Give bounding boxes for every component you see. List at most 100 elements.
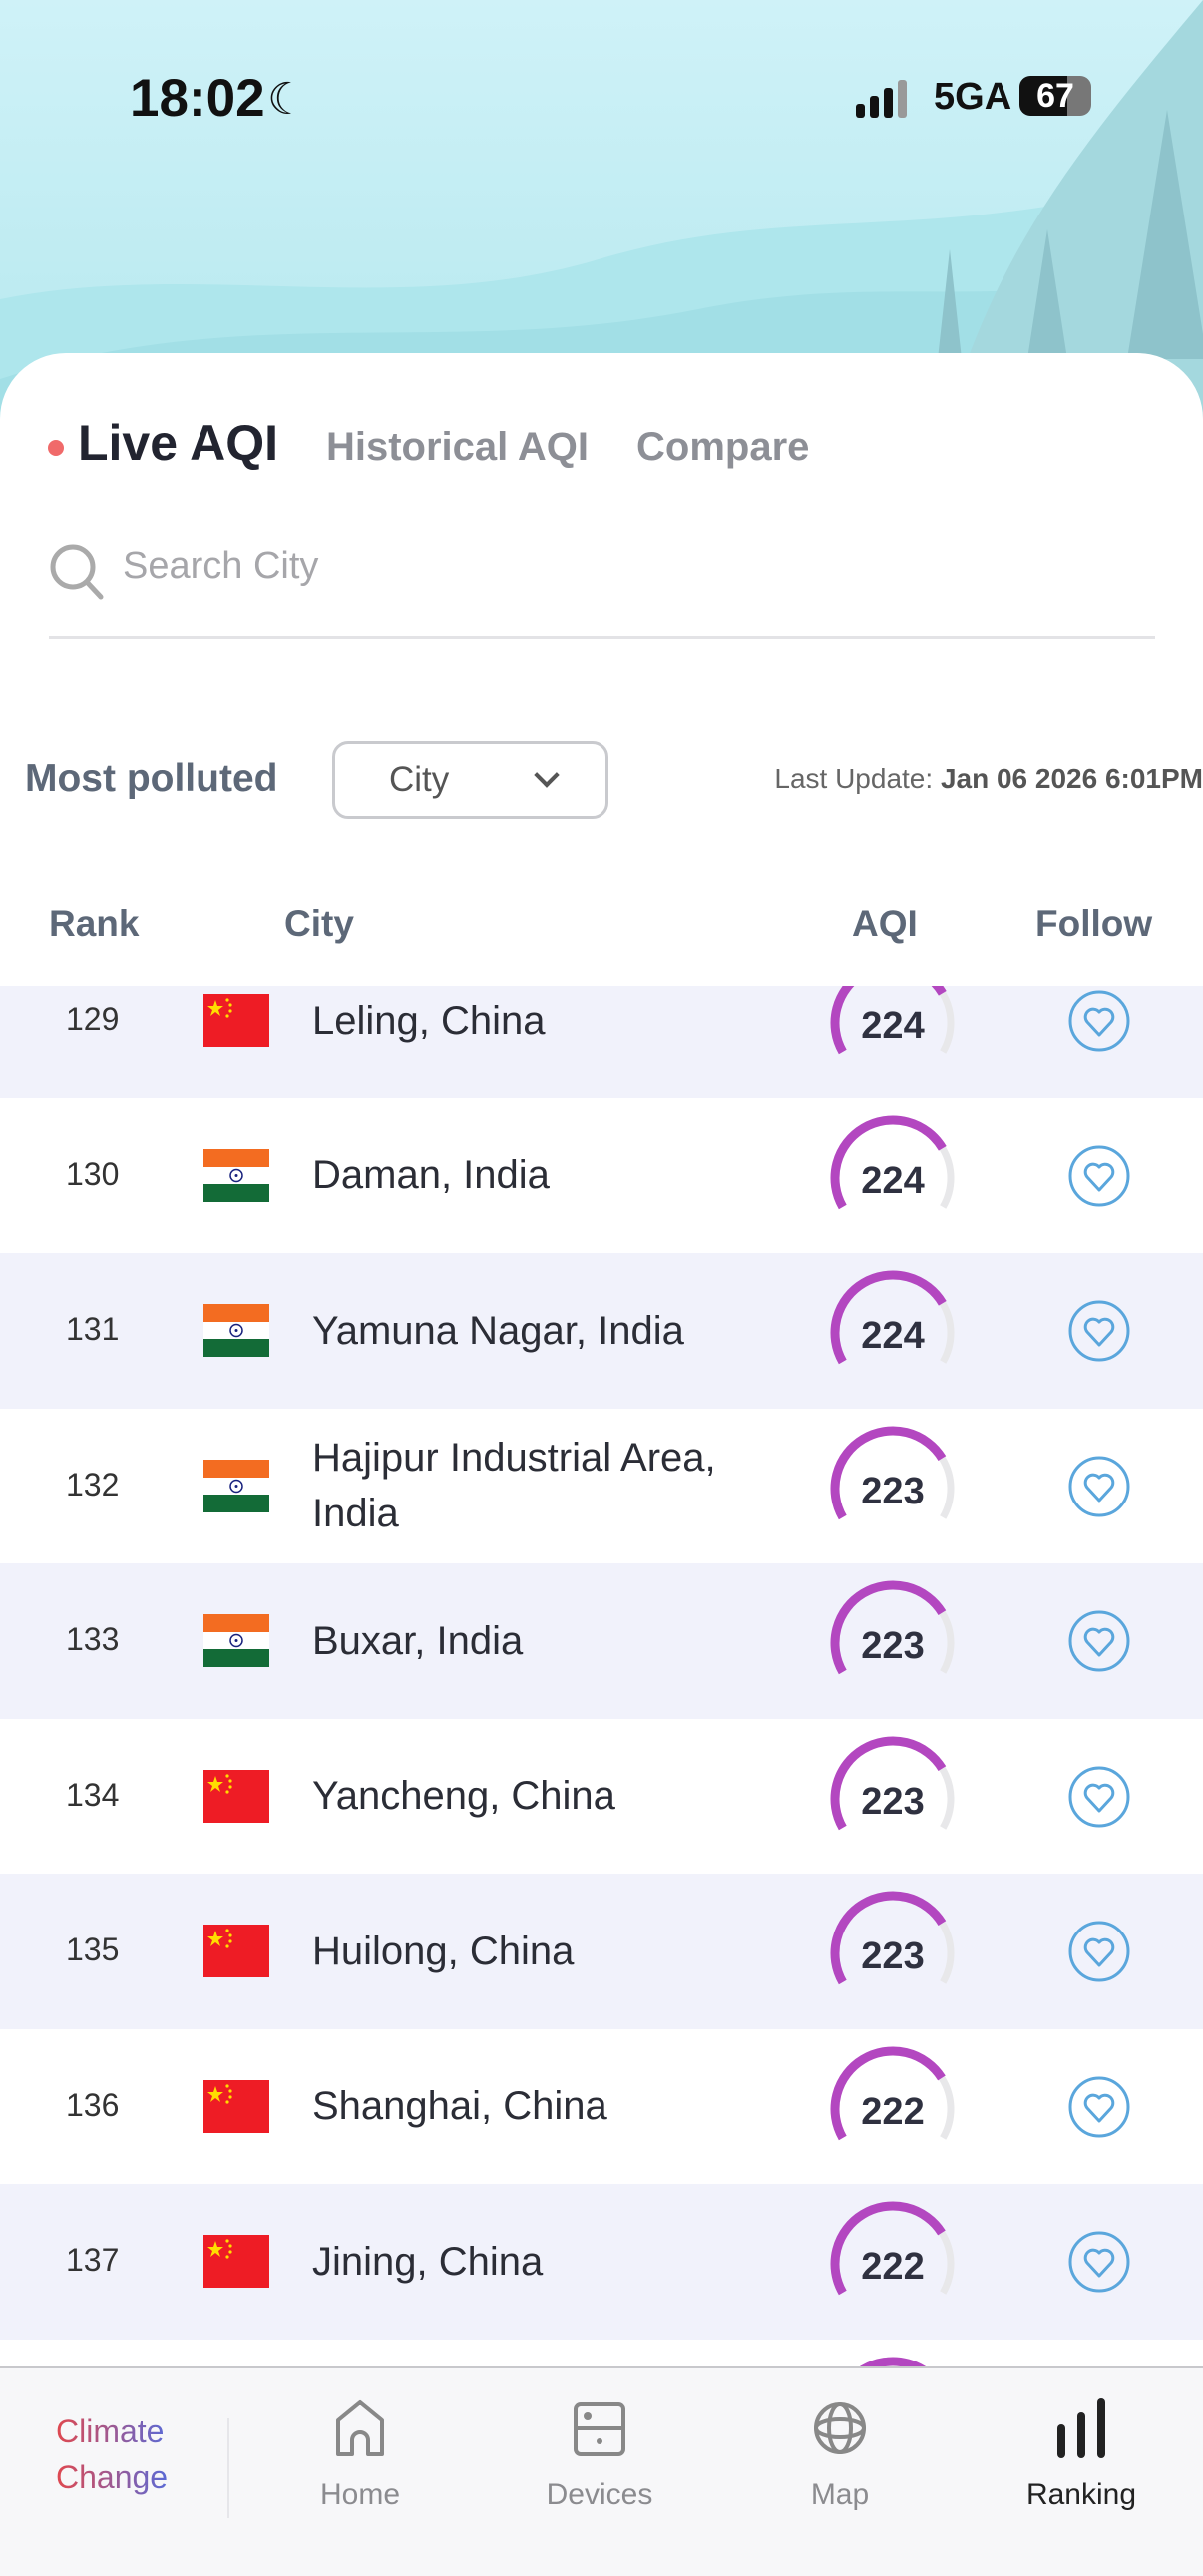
- tab-compare[interactable]: Compare: [636, 425, 810, 469]
- nav-divider: [227, 2418, 229, 2518]
- gauge-fill: [830, 1270, 947, 1365]
- city-name[interactable]: Daman, India: [312, 1153, 550, 1198]
- nav-label: Map: [810, 2478, 870, 2511]
- heart-icon[interactable]: [1067, 1609, 1131, 1673]
- aqi-gauge: [859, 2357, 927, 2366]
- rank-value: 131: [66, 1311, 120, 1347]
- aqi-value: 223: [861, 1935, 925, 1977]
- gauge-track: [939, 1301, 955, 1364]
- gauge-fill: [830, 1580, 947, 1675]
- aqi-value: 223: [861, 1625, 925, 1667]
- nav-home[interactable]: Home: [260, 2398, 460, 2512]
- table-row[interactable]: 137 Jining, China 222: [0, 2184, 1203, 2340]
- rank-value: 135: [66, 1932, 120, 1967]
- aqi-gauge: [830, 986, 955, 1055]
- rank-value: 130: [66, 1155, 120, 1192]
- table-row[interactable]: 134 Yancheng, China 223: [0, 1719, 1203, 1875]
- network-type: 5GA: [934, 76, 1012, 118]
- heart-icon[interactable]: [1067, 1455, 1131, 1518]
- rank-value: 129: [66, 1001, 120, 1037]
- table-row[interactable]: 130 Daman, India 224: [0, 1098, 1203, 1254]
- heart-icon[interactable]: [1067, 1920, 1131, 1983]
- gauge-fill: [830, 1891, 947, 1985]
- nav-map[interactable]: Map: [740, 2398, 940, 2512]
- last-update: Last Update: Jan 06 2026 6:01PM: [774, 763, 1203, 795]
- aqi-gauge: [830, 1426, 955, 1519]
- aqi-value: 224: [861, 1159, 925, 1202]
- status-bar: 18:02 ☾ 5GA 67: [0, 68, 1203, 128]
- table-row[interactable]: 133 Buxar, India 223: [0, 1563, 1203, 1719]
- last-update-label: Last Update:: [774, 763, 934, 794]
- gauge-fill: [830, 2046, 946, 2140]
- dropdown-value: City: [389, 760, 450, 799]
- tab-bar: Live AQI Historical AQI Compare: [48, 414, 809, 472]
- heart-icon[interactable]: [1067, 1299, 1131, 1363]
- home-icon: [336, 2400, 384, 2456]
- city-name[interactable]: Hajipur Industrial Area, India: [312, 1436, 716, 1536]
- gauge-track: [938, 2075, 955, 2140]
- heart-icon[interactable]: [1067, 1765, 1131, 1829]
- tab-historical-aqi[interactable]: Historical AQI: [325, 425, 590, 469]
- table-row[interactable]: 131 Yamuna Nagar, India 224: [0, 1253, 1203, 1409]
- city-name[interactable]: Leling, China: [312, 998, 546, 1043]
- header-rank: Rank: [49, 903, 140, 944]
- moon-icon: ☾: [267, 75, 307, 124]
- india-flag-icon: [203, 1304, 269, 1357]
- aqi-gauge: [830, 1580, 955, 1675]
- tab-live-aqi[interactable]: Live AQI: [48, 414, 278, 472]
- heart-icon[interactable]: [1067, 1144, 1131, 1208]
- rank-value: 134: [66, 1776, 120, 1813]
- signal-icon: [856, 80, 907, 118]
- india-flag-icon: [203, 1148, 269, 1202]
- aqi-value: 223: [861, 1780, 925, 1823]
- gauge-fill: [830, 1426, 947, 1519]
- gauge-fill: [830, 1736, 947, 1830]
- ranking-list[interactable]: 129 Leling, China 224 130 Daman, India 2…: [0, 986, 1203, 2366]
- city-name[interactable]: Huilong, China: [312, 1929, 575, 1973]
- heart-icon[interactable]: [1067, 2230, 1131, 2294]
- live-dot-icon: [48, 440, 64, 456]
- city-name[interactable]: Shanghai, China: [312, 2084, 607, 2129]
- city-name[interactable]: Buxar, India: [312, 1618, 524, 1663]
- nav-devices[interactable]: Devices: [500, 2398, 699, 2512]
- header-follow: Follow: [1035, 903, 1153, 944]
- search-bar: [49, 539, 1155, 639]
- climate-change-link[interactable]: Climate Change: [56, 2408, 168, 2500]
- status-time: 18:02: [130, 69, 265, 128]
- city-name[interactable]: Yancheng, China: [312, 1774, 615, 1819]
- china-flag-icon: [203, 2079, 269, 2133]
- search-input[interactable]: [123, 545, 1020, 588]
- gauge-track: [939, 1610, 955, 1674]
- ranking-icon: [1057, 2398, 1105, 2458]
- gauge-track: [938, 2231, 955, 2295]
- rank-value: 133: [66, 1621, 120, 1657]
- brand-line1: Climate: [56, 2413, 165, 2449]
- heart-icon[interactable]: [1067, 2075, 1131, 2139]
- nav-label: Devices: [546, 2478, 653, 2511]
- table-header: Rank City AQI Follow: [0, 903, 1203, 963]
- rank-value: 132: [66, 1466, 120, 1503]
- last-update-value: Jan 06 2026 6:01PM: [940, 763, 1203, 794]
- aqi-value: 224: [861, 1315, 925, 1357]
- brand-line2: Change: [56, 2459, 169, 2495]
- table-row[interactable]: 129 Leling, China 224: [0, 986, 1203, 1098]
- heart-icon[interactable]: [1067, 989, 1131, 1053]
- aqi-value: 222: [861, 2246, 925, 2288]
- gauge-track: [939, 1766, 955, 1830]
- table-row[interactable]: 135 Huilong, China 223: [0, 1874, 1203, 2029]
- gauge-track: [939, 991, 955, 1054]
- header-aqi[interactable]: AQI: [852, 903, 918, 944]
- china-flag-icon: [203, 1925, 269, 1977]
- india-flag-icon: [203, 1614, 269, 1667]
- table-row-partial: [0, 2340, 1203, 2366]
- city-dropdown[interactable]: City: [332, 741, 608, 819]
- aqi-gauge: [830, 2046, 955, 2140]
- aqi-gauge: [830, 2201, 955, 2296]
- nav-ranking[interactable]: Ranking: [982, 2398, 1181, 2512]
- aqi-gauge: [830, 1115, 955, 1209]
- city-name[interactable]: Jining, China: [312, 2239, 544, 2284]
- gauge-fill: [830, 1115, 947, 1209]
- city-name[interactable]: Yamuna Nagar, India: [312, 1308, 684, 1353]
- table-row[interactable]: 136 Shanghai, China 222: [0, 2029, 1203, 2185]
- table-row[interactable]: 132 Hajipur Industrial Area, India 223: [0, 1409, 1203, 1564]
